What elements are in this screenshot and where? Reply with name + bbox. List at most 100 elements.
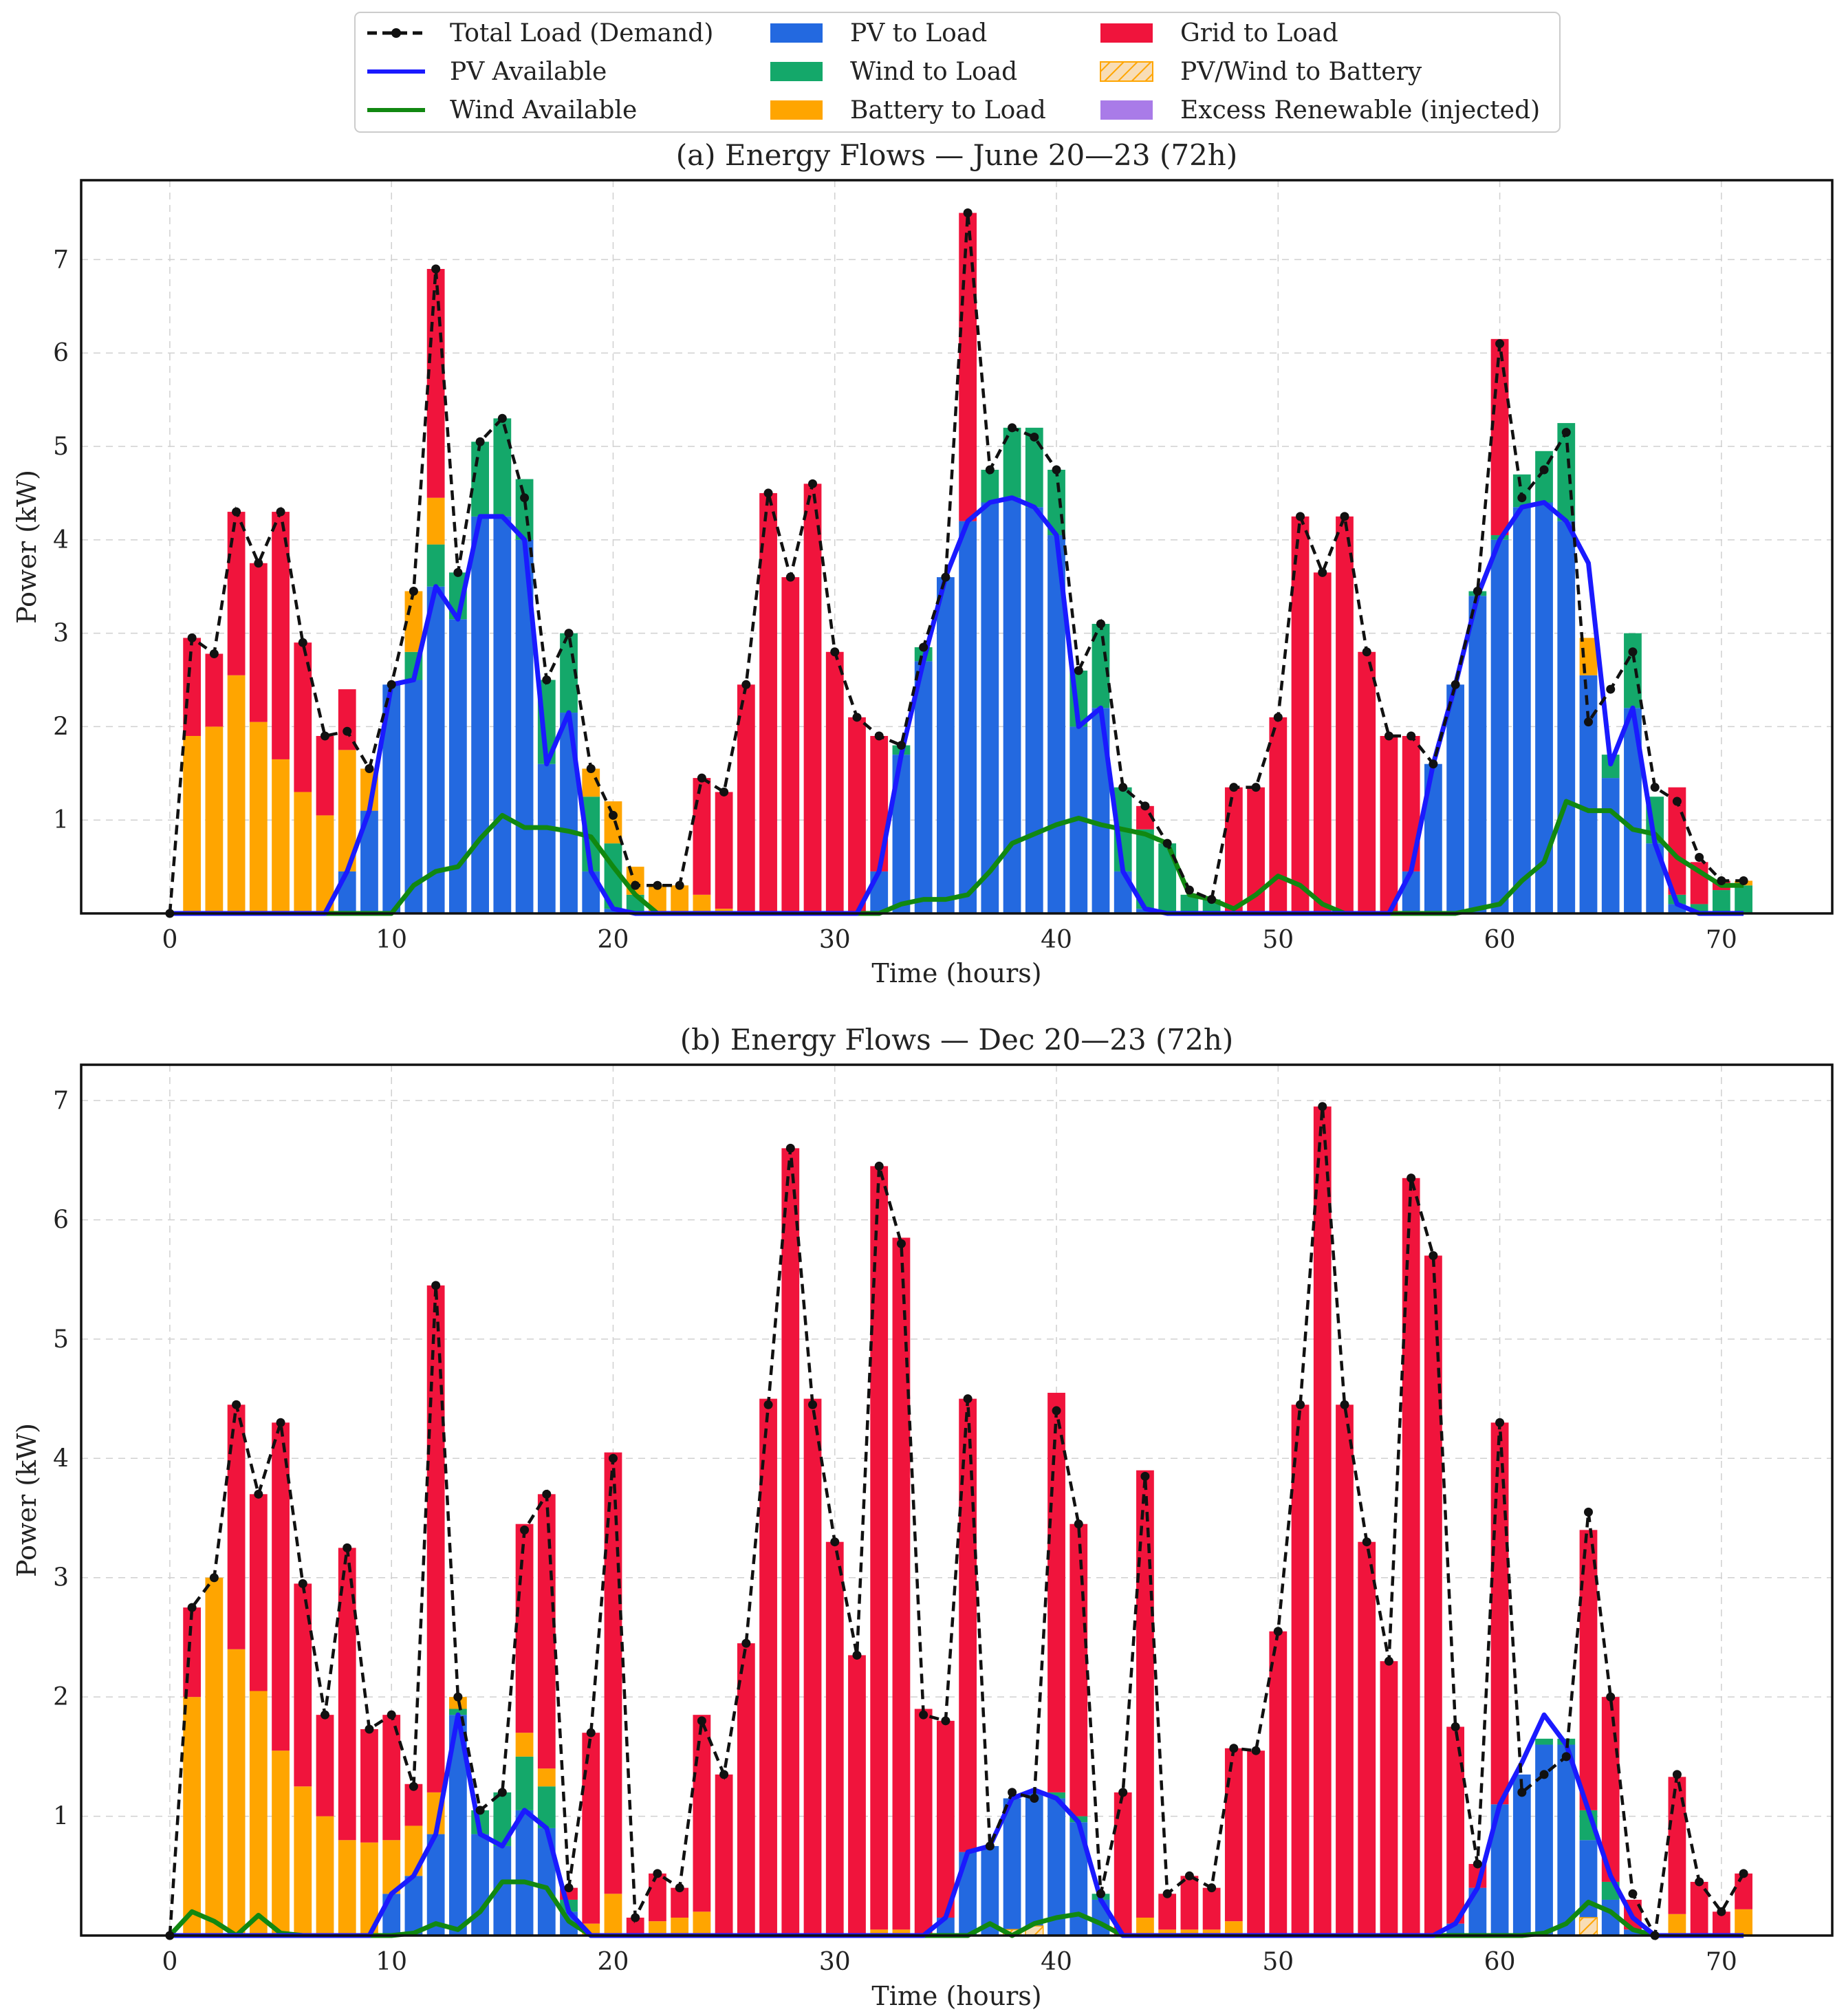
bar-battery-h12 (426, 497, 445, 545)
bar-pv-h65 (1601, 778, 1620, 913)
total-load-point-h56 (1407, 1173, 1416, 1183)
pv-available-line (169, 495, 1744, 916)
bar-pv-h56 (1402, 871, 1420, 913)
total-load-point-h28 (785, 1143, 795, 1153)
bar-grid-h6 (294, 1583, 312, 1787)
total-load-point-h55 (1384, 731, 1393, 741)
legend-entry-wind_avail: Wind Available (367, 96, 637, 124)
total-load-point-h10 (387, 1710, 396, 1720)
bar-battery-h3 (227, 675, 246, 913)
total-load-point-h17 (542, 675, 552, 685)
x-tick-label: 30 (819, 926, 851, 954)
total-load-point-h26 (741, 680, 751, 689)
total-load-point-h52 (1318, 1102, 1327, 1112)
bar-grid-h28 (781, 1148, 800, 1936)
y-tick-label: 5 (53, 1325, 69, 1354)
x-axis-label: Time (hours) (871, 958, 1041, 988)
x-tick-label: 60 (1484, 1948, 1516, 1976)
legend-swatch (1100, 100, 1153, 120)
total-load-point-h4 (254, 1489, 263, 1499)
total-load-point-h33 (896, 741, 906, 750)
bar-pv-h61 (1512, 507, 1531, 913)
total-load-point-h36 (963, 208, 973, 218)
legend-entry-pv_avail: PV Available (367, 58, 607, 86)
bar-pv-h10 (382, 1894, 401, 1936)
bar-battery-h10 (382, 1840, 401, 1894)
total-load-point-h16 (520, 493, 530, 503)
bar-wind-h15 (493, 418, 512, 517)
total-load-point-h6 (298, 1579, 307, 1588)
bar-grid-h55 (1380, 735, 1398, 913)
bar-grid-h41 (1069, 1524, 1088, 1817)
total-load-point-h69 (1695, 853, 1704, 863)
total-load-point-h29 (808, 1400, 818, 1409)
bar-wind-h71 (1735, 885, 1752, 913)
total-load-point-h50 (1273, 713, 1283, 722)
total-load-point-h14 (475, 437, 485, 446)
legend-frame (354, 12, 1561, 133)
bar-grid-h51 (1291, 1405, 1310, 1936)
x-tick-label: 50 (1262, 926, 1294, 954)
x-tick-label: 20 (598, 926, 629, 954)
y-tick-label: 2 (53, 1683, 69, 1711)
total-load-point-h60 (1495, 1418, 1505, 1427)
legend-label: Wind Available (450, 96, 637, 124)
total-load-point-h30 (830, 1537, 840, 1547)
bar-grid-h31 (848, 717, 866, 913)
total-load-point-h64 (1583, 1507, 1593, 1517)
total-load-point-h40 (1052, 1406, 1061, 1416)
bar-pv-h39 (1025, 507, 1043, 913)
total-load-point-h38 (1008, 423, 1017, 433)
total-load-point-h57 (1429, 759, 1438, 769)
total-load-point-h42 (1096, 619, 1105, 629)
y-tick-label: 3 (53, 1564, 69, 1592)
total-load-point-h45 (1162, 838, 1172, 848)
bar-wind-h16 (515, 1756, 534, 1810)
bar-battery-h68 (1668, 1914, 1686, 1936)
bar-grid-h58 (1446, 1726, 1465, 1924)
total-load-point-h59 (1473, 1859, 1482, 1869)
bar-grid-h2 (205, 653, 224, 727)
total-load-point-h42 (1096, 1889, 1105, 1898)
total-load-point-h20 (608, 1453, 618, 1463)
total-load-point-h41 (1074, 1519, 1083, 1529)
total-load-point-h32 (874, 731, 884, 741)
bar-wind-h66 (1624, 633, 1642, 708)
total-load-point-h45 (1162, 1889, 1172, 1898)
y-tick-label: 5 (53, 433, 69, 461)
total-load-point-h46 (1184, 885, 1194, 895)
bar-grid-h4 (249, 1494, 268, 1691)
legend-swatch (1100, 61, 1153, 82)
x-tick-label: 40 (1041, 926, 1072, 954)
bar-wind-h63 (1557, 423, 1576, 521)
bar-grid-h52 (1313, 1106, 1332, 1936)
bar-grid-h60 (1490, 1422, 1509, 1805)
total-load-point-h9 (365, 764, 374, 774)
bar-grid-h64 (1579, 1530, 1598, 1810)
total-load-point-h70 (1717, 1907, 1726, 1916)
total-load-point-h33 (896, 1239, 906, 1248)
bar-wind-h12 (426, 544, 445, 587)
total-load-point-h39 (1030, 1794, 1039, 1803)
plot-frame (80, 179, 1834, 915)
y-axis-label: Power (kW) (12, 470, 42, 624)
total-load-point-h65 (1606, 684, 1616, 694)
bar-pv-h38 (1003, 1798, 1021, 1936)
total-load-point-h9 (365, 1724, 374, 1734)
total-load-point-h63 (1561, 1752, 1571, 1762)
legend-entry-charge: PV/Wind to Battery (1100, 58, 1422, 86)
bar-battery-h47 (1202, 1929, 1221, 1936)
bar-grid-h10 (382, 1715, 401, 1841)
bar-grid-h24 (693, 1715, 711, 1912)
total-load-point-h54 (1362, 647, 1371, 657)
bar-grid-h30 (825, 1541, 844, 1936)
total-load-point-h5 (276, 507, 285, 517)
total-load-point-h3 (232, 507, 241, 517)
total-load-point-h24 (697, 1716, 706, 1726)
x-tick-label: 0 (162, 1948, 177, 1976)
bar-battery-h4 (249, 1691, 268, 1936)
legend-label: PV Available (450, 58, 607, 86)
bar-pv-h58 (1446, 684, 1465, 913)
total-load-point-h66 (1628, 1889, 1638, 1898)
